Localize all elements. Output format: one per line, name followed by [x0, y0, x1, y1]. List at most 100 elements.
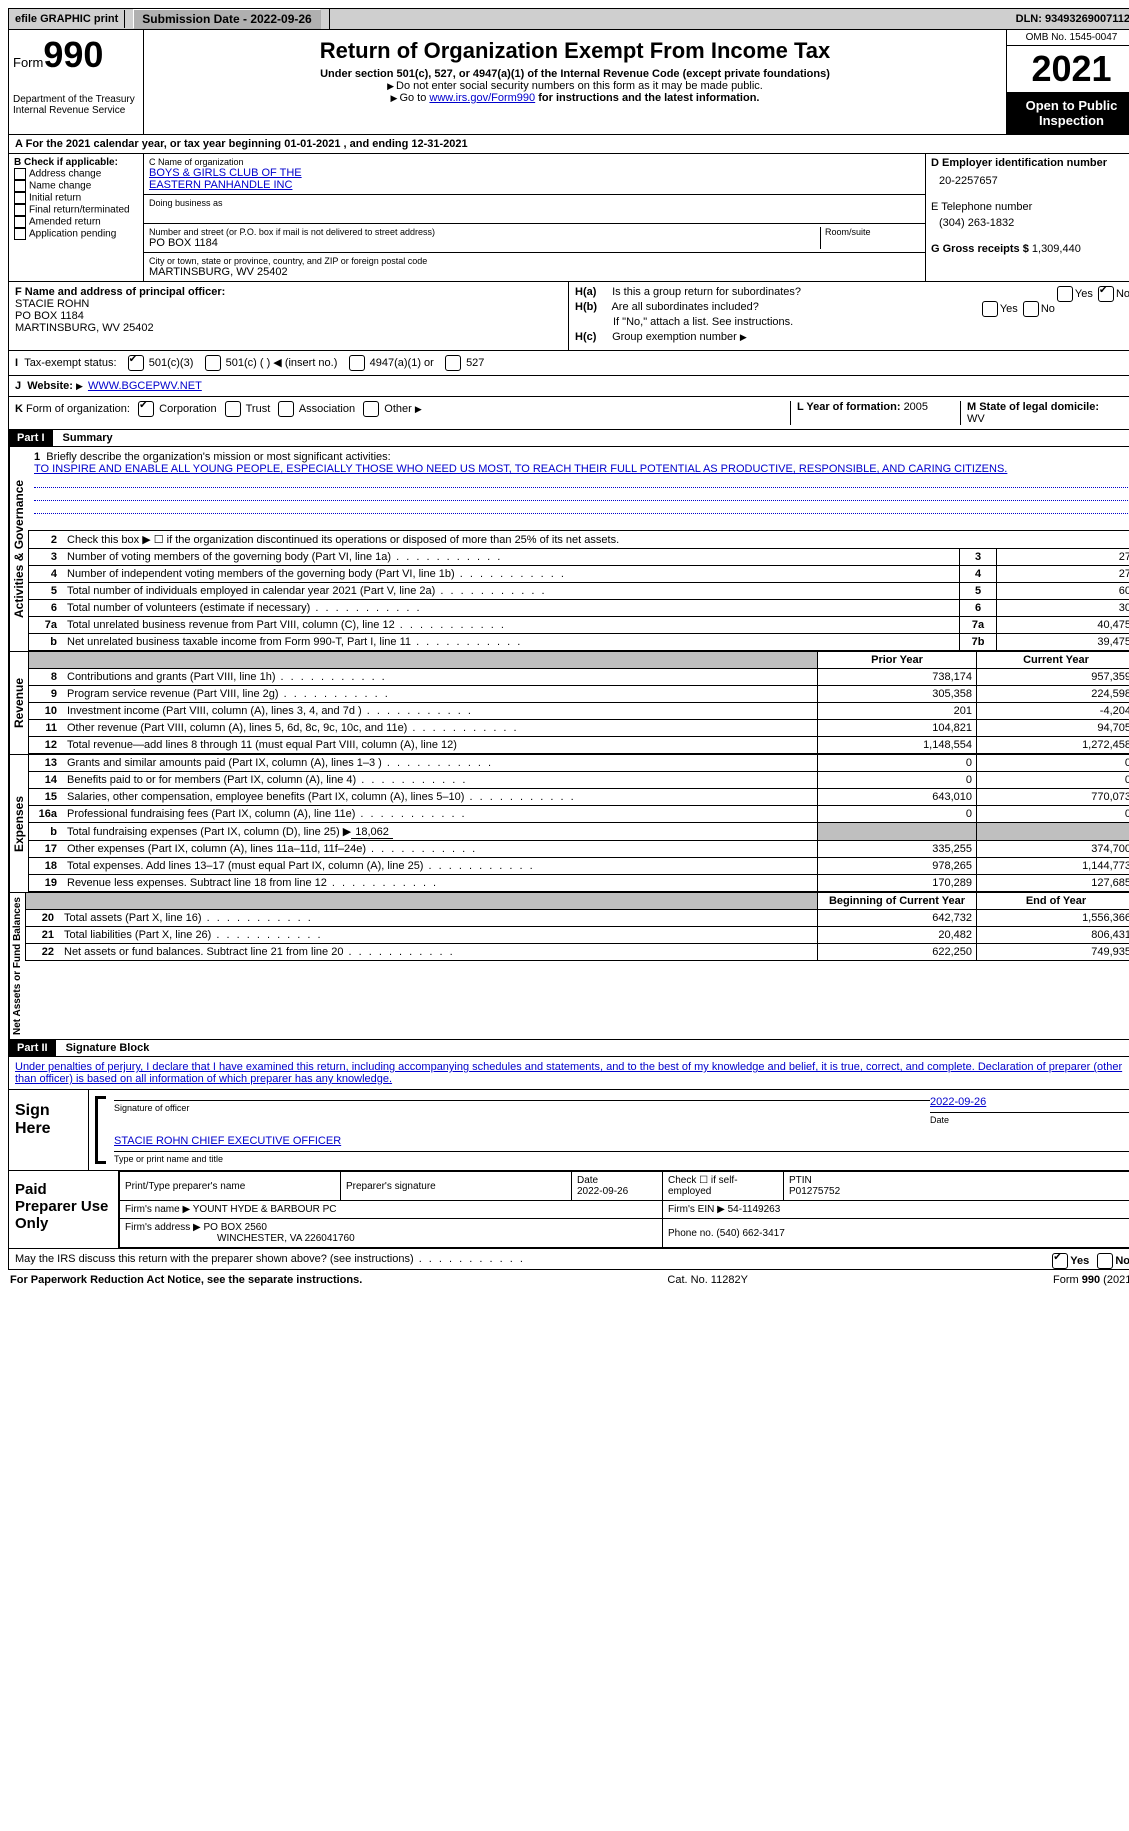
omb-number: OMB No. 1545-0047 — [1007, 30, 1129, 46]
city-label: City or town, state or province, country… — [149, 256, 920, 266]
expenses-table: 13Grants and similar amounts paid (Part … — [28, 755, 1129, 892]
part1-title: Summary — [53, 432, 113, 444]
checkbox-final[interactable] — [14, 204, 26, 216]
ha-yes[interactable] — [1057, 286, 1073, 302]
line-21-prior: 20,482 — [818, 927, 977, 944]
phone-label: E Telephone number — [931, 201, 1129, 213]
declaration-text: Under penalties of perjury, I declare th… — [8, 1057, 1129, 1089]
section-b-label: B Check if applicable: — [14, 157, 118, 168]
line-13-text: Grants and similar amounts paid (Part IX… — [63, 755, 818, 772]
line-22-prior: 622,250 — [818, 944, 977, 961]
officer-label: F Name and address of principal officer: — [15, 286, 225, 298]
net-assets-section: Net Assets or Fund Balances Beginning of… — [8, 892, 1129, 1040]
check-other[interactable] — [363, 401, 379, 417]
line-3-val: 27 — [997, 549, 1129, 566]
ein-value: 20-2257657 — [939, 175, 1129, 187]
firm-addr2: WINCHESTER, VA 226041760 — [125, 1233, 355, 1244]
line-20-text: Total assets (Part X, line 16) — [60, 910, 818, 927]
sig-officer-caption: Signature of officer — [114, 1103, 930, 1113]
form-subtitle: Under section 501(c), 527, or 4947(a)(1)… — [148, 68, 1002, 80]
part2-header: Part II Signature Block — [8, 1040, 1129, 1057]
side-netassets: Net Assets or Fund Balances — [9, 893, 25, 1039]
check-assoc[interactable] — [278, 401, 294, 417]
officer-printed-name: STACIE ROHN CHIEF EXECUTIVE OFFICER — [114, 1135, 1129, 1147]
check-trust[interactable] — [225, 401, 241, 417]
line-18-prior: 978,265 — [818, 858, 977, 875]
efile-label: efile GRAPHIC print — [9, 10, 125, 28]
line-16a-text: Professional fundraising fees (Part IX, … — [63, 806, 818, 823]
line-1: 1 Briefly describe the organization's mi… — [28, 447, 1129, 531]
discuss-yes[interactable] — [1052, 1253, 1068, 1269]
checkbox-pending[interactable] — [14, 228, 26, 240]
officer-name: STACIE ROHN — [15, 298, 89, 310]
opt-name: Name change — [29, 181, 91, 192]
street-label: Number and street (or P.O. box if mail i… — [149, 227, 820, 237]
section-h: H(a) Is this a group return for subordin… — [569, 282, 1129, 350]
check-corp[interactable] — [138, 401, 154, 417]
state-domicile: WV — [967, 413, 985, 425]
row-j: J Website: WWW.BGCEPWV.NET — [8, 376, 1129, 397]
ha-no[interactable] — [1098, 286, 1114, 302]
activities-governance: Activities & Governance 1 Briefly descri… — [8, 447, 1129, 651]
hb-note: If "No," attach a list. See instructions… — [575, 316, 1129, 328]
part1-label: Part I — [9, 430, 53, 446]
hb-yes[interactable] — [982, 301, 998, 317]
line-9-prior: 305,358 — [818, 686, 977, 703]
check-501c3[interactable] — [128, 355, 144, 371]
page-footer: For Paperwork Reduction Act Notice, see … — [8, 1270, 1129, 1290]
line-15-prior: 643,010 — [818, 789, 977, 806]
room-label: Room/suite — [825, 227, 920, 237]
website-link[interactable]: WWW.BGCEPWV.NET — [88, 380, 202, 392]
city-value: MARTINSBURG, WV 25402 — [149, 266, 920, 278]
checkbox-name-change[interactable] — [14, 180, 26, 192]
col-prior-year: Prior Year — [818, 652, 977, 669]
check-501c[interactable] — [205, 355, 221, 371]
irs-link[interactable]: www.irs.gov/Form990 — [429, 92, 535, 104]
line-16b: Total fundraising expenses (Part IX, col… — [63, 823, 818, 841]
ha-text: Is this a group return for subordinates? — [612, 286, 801, 298]
prep-ptin: P01275752 — [789, 1186, 840, 1197]
submission-button[interactable]: Submission Date - 2022-09-26 — [133, 9, 320, 29]
line-16b-val: 18,062 — [351, 826, 393, 839]
preparer-table: Print/Type preparer's name Preparer's si… — [119, 1171, 1129, 1248]
officer-addr1: PO BOX 1184 — [15, 310, 84, 322]
dept-irs: Internal Revenue Service — [13, 105, 139, 116]
line-5-val: 60 — [997, 583, 1129, 600]
line-20-curr: 1,556,366 — [977, 910, 1129, 927]
checkbox-amended[interactable] — [14, 216, 26, 228]
check-4947[interactable] — [349, 355, 365, 371]
instruction-2: Go to www.irs.gov/Form990 for instructio… — [148, 92, 1002, 104]
paid-preparer-block: Paid Preparer Use Only Print/Type prepar… — [8, 1171, 1129, 1249]
mission-text: TO INSPIRE AND ENABLE ALL YOUNG PEOPLE, … — [34, 463, 1007, 475]
line-14-prior: 0 — [818, 772, 977, 789]
checkbox-initial[interactable] — [14, 192, 26, 204]
revenue-table: Prior YearCurrent Year 8Contributions an… — [28, 652, 1129, 754]
org-name-label: C Name of organization — [149, 157, 920, 167]
section-fh: F Name and address of principal officer:… — [8, 282, 1129, 351]
line-7a-val: 40,475 — [997, 617, 1129, 634]
line-9-text: Program service revenue (Part VIII, line… — [63, 686, 818, 703]
org-name-2: EASTERN PANHANDLE INC — [149, 179, 920, 191]
discuss-no[interactable] — [1097, 1253, 1113, 1269]
checkbox-address-change[interactable] — [14, 168, 26, 180]
line-15-text: Salaries, other compensation, employee b… — [63, 789, 818, 806]
form-header: Form990 Department of the Treasury Inter… — [8, 30, 1129, 135]
firm-addr1: PO BOX 2560 — [204, 1222, 267, 1233]
line-10-prior: 201 — [818, 703, 977, 720]
sign-here-label: Sign Here — [9, 1090, 89, 1170]
line-4-text: Number of independent voting members of … — [63, 566, 960, 583]
opt-address: Address change — [29, 169, 101, 180]
line-10-curr: -4,204 — [977, 703, 1129, 720]
hb-no[interactable] — [1023, 301, 1039, 317]
prep-self-employed: Check ☐ if self-employed — [663, 1172, 784, 1201]
prep-name-label: Print/Type preparer's name — [120, 1172, 341, 1201]
phone-value: (304) 263-1832 — [939, 217, 1129, 229]
hc-text: Group exemption number — [612, 331, 737, 343]
paid-preparer-label: Paid Preparer Use Only — [9, 1171, 119, 1248]
part2-title: Signature Block — [56, 1042, 150, 1054]
check-527[interactable] — [445, 355, 461, 371]
paperwork-notice: For Paperwork Reduction Act Notice, see … — [10, 1274, 362, 1286]
form-footer: Form 990 (2021) — [1053, 1274, 1129, 1286]
section-f: F Name and address of principal officer:… — [9, 282, 569, 350]
sig-date: 2022-09-26 — [930, 1096, 1129, 1108]
